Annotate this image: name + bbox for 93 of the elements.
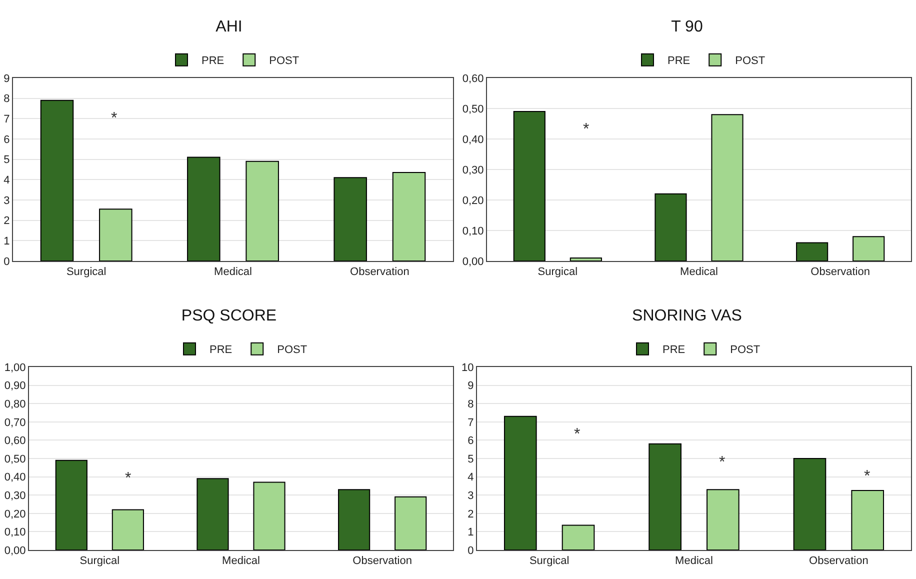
x-tick-label: Medical	[675, 555, 713, 568]
y-tick-label: 0,60	[462, 72, 484, 85]
bar	[793, 458, 826, 550]
x-tick-label: Surgical	[80, 555, 120, 568]
bar	[513, 111, 546, 261]
x-tick-label: Observation	[352, 555, 412, 568]
legend-label: POST	[735, 55, 766, 68]
y-tick-label: 3	[4, 194, 10, 207]
chart-title: PSQ SCORE	[181, 307, 277, 324]
bar	[851, 490, 884, 550]
bar	[711, 114, 744, 261]
bar	[570, 257, 602, 261]
x-tick-label: Surgical	[538, 266, 578, 278]
y-tick-label: 0,20	[462, 194, 484, 207]
y-tick-label: 1	[468, 526, 474, 539]
legend-label: PRE	[210, 344, 232, 356]
chart-title: T 90	[671, 18, 703, 36]
y-tick-label: 10	[462, 362, 474, 374]
bar	[187, 156, 220, 261]
bar	[654, 193, 687, 261]
bar	[796, 242, 828, 261]
bar	[706, 489, 740, 550]
y-tick-label: 1	[4, 236, 10, 248]
y-tick-label: 2	[468, 508, 474, 520]
x-tick-label: Surgical	[66, 266, 106, 278]
y-tick-label: 0,50	[462, 103, 484, 116]
y-tick-label: 0,20	[4, 508, 26, 520]
chart-title: SNORING VAS	[632, 307, 742, 324]
y-tick-label: 0,30	[462, 164, 484, 176]
y-tick-label: 1,00	[4, 362, 26, 374]
annotation: *	[864, 468, 870, 485]
x-tick-label: Observation	[810, 266, 870, 278]
y-tick-label: 9	[4, 72, 10, 85]
bar	[648, 443, 682, 550]
y-tick-label: 0,90	[4, 380, 26, 392]
bar	[55, 460, 88, 550]
y-tick-label: 0	[4, 256, 10, 268]
y-tick-label: 8	[4, 93, 10, 106]
bar	[852, 236, 885, 261]
bar	[392, 172, 426, 261]
y-tick-label: 0,60	[4, 435, 26, 448]
bar	[394, 496, 427, 550]
y-tick-label: 0,10	[462, 225, 484, 238]
x-tick-label: Observation	[809, 555, 868, 568]
annotation: *	[719, 454, 726, 471]
bar	[112, 509, 144, 550]
y-tick-label: 3	[468, 490, 474, 502]
bar	[338, 489, 370, 550]
y-tick-label: 0,40	[4, 472, 26, 484]
y-tick-label: 0,00	[462, 256, 484, 268]
y-tick-label: 6	[4, 134, 10, 146]
bar	[40, 100, 74, 261]
x-tick-label: Observation	[350, 266, 410, 278]
bar	[253, 482, 286, 550]
y-tick-label: 7	[4, 114, 10, 126]
y-tick-label: 9	[468, 380, 474, 392]
legend-label: PRE	[662, 344, 686, 356]
bar	[562, 524, 595, 550]
y-tick-label: 0,40	[462, 134, 484, 146]
y-tick-label: 0,50	[4, 453, 26, 466]
x-tick-label: Medical	[680, 266, 718, 278]
legend-label: POST	[730, 344, 760, 356]
legend-label: PRE	[668, 55, 690, 68]
bar	[99, 208, 132, 261]
legend-label: POST	[277, 344, 308, 356]
chart-title: AHI	[216, 18, 242, 36]
y-tick-label: 0,70	[4, 416, 26, 429]
annotation: *	[111, 110, 118, 127]
y-tick-label: 6	[468, 435, 474, 448]
annotation: *	[125, 470, 132, 487]
x-tick-label: Medical	[214, 266, 252, 278]
y-tick-label: 0,00	[4, 544, 26, 557]
bar	[334, 177, 367, 261]
y-tick-label: 0,10	[4, 526, 26, 539]
annotation: *	[583, 121, 590, 138]
y-tick-label: 2	[4, 215, 10, 228]
x-tick-label: Medical	[222, 555, 260, 568]
y-tick-label: 0	[468, 544, 474, 557]
y-tick-label: 5	[4, 154, 10, 166]
legend-label: PRE	[202, 55, 224, 68]
y-tick-label: 8	[468, 398, 474, 410]
annotation: *	[574, 426, 580, 443]
y-tick-label: 4	[468, 472, 474, 484]
y-tick-label: 5	[468, 453, 474, 466]
bar	[246, 160, 279, 261]
y-tick-label: 0,30	[4, 490, 26, 502]
bar	[504, 416, 537, 550]
y-tick-label: 4	[4, 174, 10, 187]
y-tick-label: 7	[468, 416, 474, 429]
x-tick-label: Surgical	[529, 555, 570, 568]
y-tick-label: 0,80	[4, 398, 26, 410]
legend-label: POST	[269, 55, 300, 68]
bar	[196, 478, 229, 550]
